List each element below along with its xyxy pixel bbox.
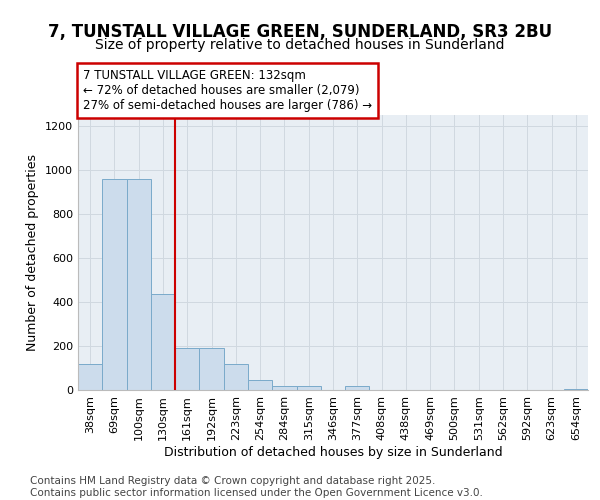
Bar	[564, 389, 588, 390]
Bar	[272, 386, 296, 390]
Bar	[151, 294, 175, 390]
Bar	[175, 348, 199, 390]
Bar	[248, 380, 272, 390]
Y-axis label: Number of detached properties: Number of detached properties	[26, 154, 40, 351]
Text: 7, TUNSTALL VILLAGE GREEN, SUNDERLAND, SR3 2BU: 7, TUNSTALL VILLAGE GREEN, SUNDERLAND, S…	[48, 22, 552, 40]
Text: Contains HM Land Registry data © Crown copyright and database right 2025.
Contai: Contains HM Land Registry data © Crown c…	[30, 476, 483, 498]
Text: Size of property relative to detached houses in Sunderland: Size of property relative to detached ho…	[95, 38, 505, 52]
Text: 7 TUNSTALL VILLAGE GREEN: 132sqm
← 72% of detached houses are smaller (2,079)
27: 7 TUNSTALL VILLAGE GREEN: 132sqm ← 72% o…	[83, 69, 372, 112]
Bar	[224, 364, 248, 390]
X-axis label: Distribution of detached houses by size in Sunderland: Distribution of detached houses by size …	[164, 446, 502, 458]
Bar	[296, 386, 321, 390]
Bar	[127, 179, 151, 390]
Bar	[345, 386, 370, 390]
Bar	[199, 348, 224, 390]
Bar	[102, 179, 127, 390]
Bar	[78, 364, 102, 390]
